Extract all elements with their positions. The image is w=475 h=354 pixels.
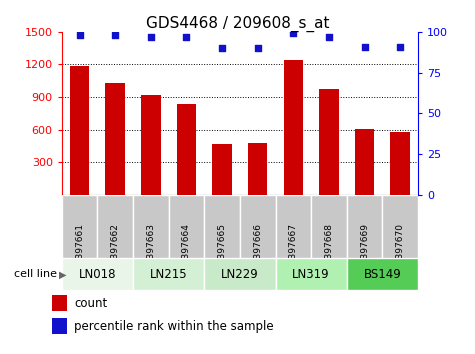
Point <box>111 32 119 38</box>
Point <box>396 44 404 49</box>
Text: GSM397661: GSM397661 <box>75 223 84 278</box>
Bar <box>284 60 303 195</box>
Bar <box>212 144 232 195</box>
Bar <box>276 195 311 258</box>
Bar <box>204 258 276 290</box>
Point <box>147 34 155 40</box>
Bar <box>177 103 196 195</box>
Bar <box>169 195 204 258</box>
Text: GSM397670: GSM397670 <box>396 223 405 278</box>
Text: LN018: LN018 <box>79 268 116 281</box>
Bar <box>62 258 133 290</box>
Point <box>76 32 84 38</box>
Bar <box>276 258 347 290</box>
Text: cell line: cell line <box>14 269 57 279</box>
Point <box>254 45 261 51</box>
Bar <box>347 258 418 290</box>
Text: GSM397664: GSM397664 <box>182 223 191 278</box>
Bar <box>62 195 97 258</box>
Bar <box>390 132 410 195</box>
Text: ▶: ▶ <box>59 269 67 279</box>
Text: LN229: LN229 <box>221 268 259 281</box>
Bar <box>319 90 339 195</box>
Point <box>182 34 190 40</box>
Bar <box>133 258 204 290</box>
Bar <box>355 129 374 195</box>
Bar <box>347 195 382 258</box>
Point <box>361 44 369 49</box>
Bar <box>105 84 125 195</box>
Text: LN215: LN215 <box>150 268 188 281</box>
Bar <box>311 195 347 258</box>
Bar <box>52 318 67 334</box>
Bar <box>133 195 169 258</box>
Point <box>325 34 332 40</box>
Bar <box>248 143 267 195</box>
Bar <box>52 295 67 311</box>
Text: GSM397662: GSM397662 <box>111 223 120 278</box>
Text: LN319: LN319 <box>292 268 330 281</box>
Text: percentile rank within the sample: percentile rank within the sample <box>74 320 274 333</box>
Text: GSM397669: GSM397669 <box>360 223 369 278</box>
Point <box>218 45 226 51</box>
Bar <box>141 95 161 195</box>
Text: count: count <box>74 297 107 310</box>
Bar <box>97 195 133 258</box>
Text: GSM397668: GSM397668 <box>324 223 333 278</box>
Bar <box>70 66 89 195</box>
Point <box>289 31 297 36</box>
Bar <box>204 195 240 258</box>
Text: BS149: BS149 <box>363 268 401 281</box>
Text: GSM397663: GSM397663 <box>146 223 155 278</box>
Text: GSM397665: GSM397665 <box>218 223 227 278</box>
Text: GSM397667: GSM397667 <box>289 223 298 278</box>
Text: GSM397666: GSM397666 <box>253 223 262 278</box>
Bar <box>240 195 276 258</box>
Text: GDS4468 / 209608_s_at: GDS4468 / 209608_s_at <box>146 16 329 32</box>
Bar <box>382 195 418 258</box>
